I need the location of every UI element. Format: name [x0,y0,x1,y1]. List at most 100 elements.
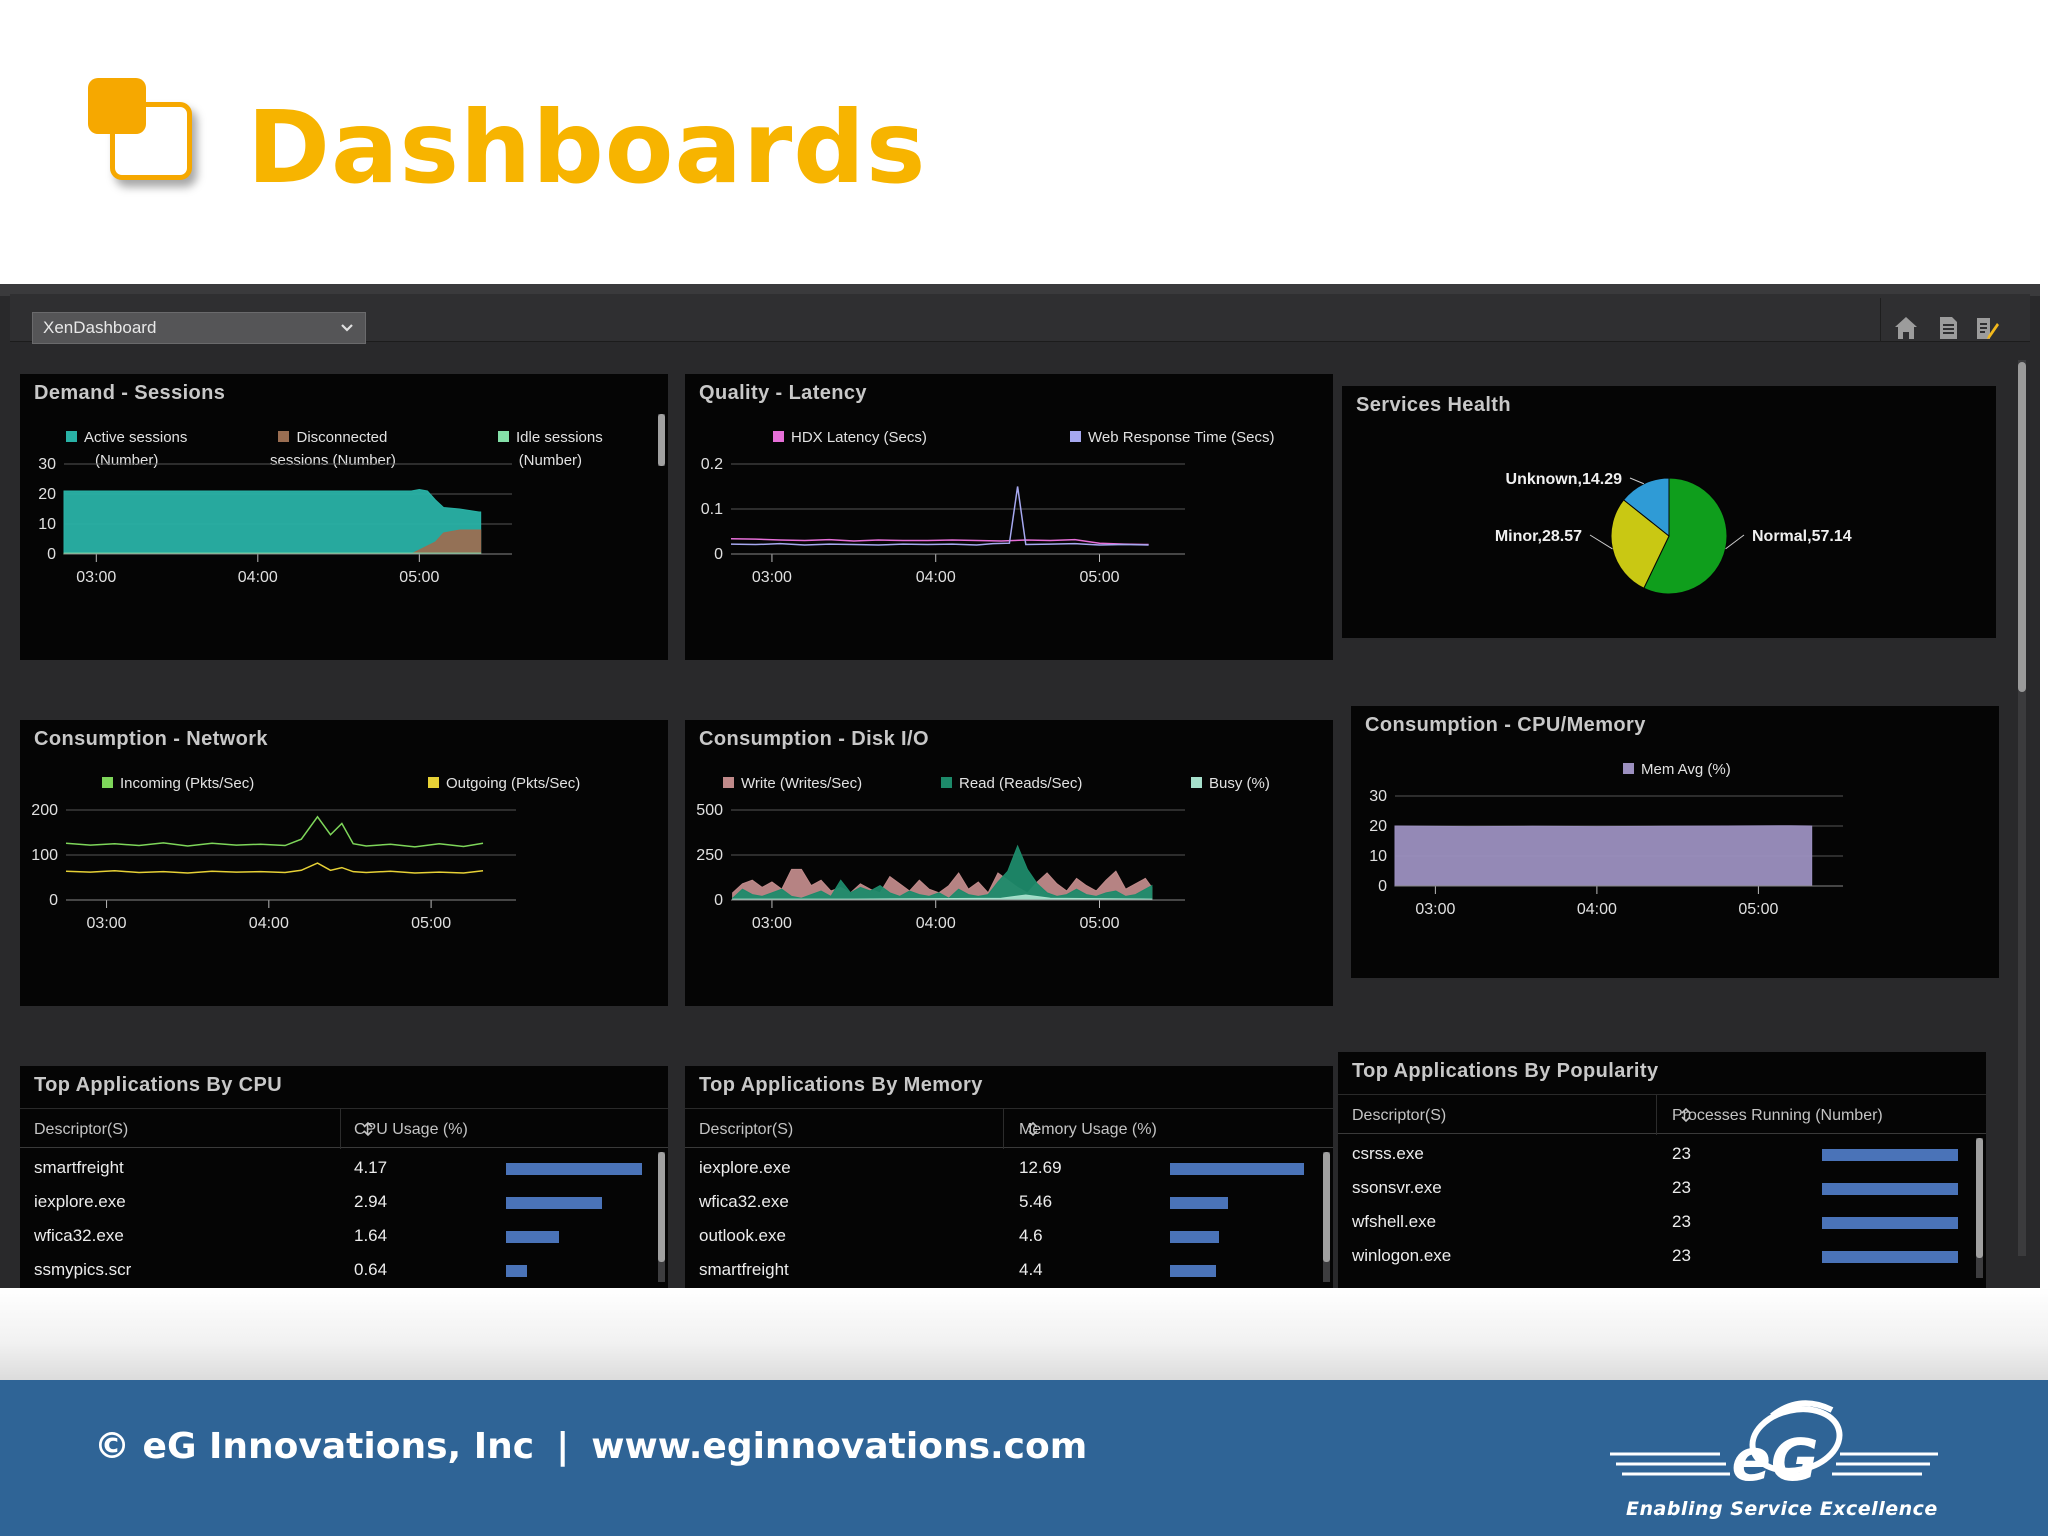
table-row[interactable]: outlook.exe 4.6 [685,1220,1333,1254]
dashboard-scrollbar[interactable] [2018,360,2026,1256]
pie-slice[interactable] [1622,477,1670,538]
usage-bar [1822,1149,1958,1161]
table-row[interactable]: csrss.exe 23 [1338,1138,1986,1172]
series-area [1394,825,1813,887]
legend-item[interactable]: Disconnected sessions (Number) [270,429,396,469]
table-row[interactable]: smartfreight 4.17 [20,1152,668,1186]
logo-tagline: Enabling Service Excellence [1626,1498,1938,1520]
table-row[interactable]: winlogon.exe 23 [1338,1240,1986,1274]
usage-bar [1822,1251,1958,1263]
eg-logo-mark: eG [1732,1426,1819,1494]
legend-swatch [941,777,952,788]
usage-bar [1822,1183,1958,1195]
series-line [730,486,1149,546]
panel-title: Services Health [1356,394,1511,416]
y-tick-label: 30 [38,456,56,473]
table-row[interactable]: iexplore.exe 12.69 [685,1152,1333,1186]
panel-services-health: Services Health Normal,57.14 Minor,28.57 U… [1342,386,1996,638]
column-header-descriptor[interactable]: Descriptor(S) [34,1121,129,1138]
legend-item[interactable]: Busy (%) [1191,772,1270,795]
pie-label-connector [1629,477,1645,485]
legend-item[interactable]: Read (Reads/Sec) [941,772,1082,795]
panel-consumption-network: Consumption - Network Incoming (Pkts/Sec… [20,720,668,1006]
series-line [730,537,1149,546]
y-tick-label: 30 [1369,788,1387,805]
document-icon[interactable] [1935,314,1961,342]
x-tick-label: 05:00 [1079,915,1119,932]
table-header: Descriptor(S) Memory Usage (%) [685,1108,1333,1149]
pie-slice[interactable] [1643,477,1728,595]
series-line [65,862,484,874]
footer-text: © eG Innovations, Inc | www.eginnovations.… [94,1426,1087,1467]
legend-item[interactable]: Mem Avg (%) [1623,758,1731,781]
legend-swatch [102,777,113,788]
legend-item[interactable]: Incoming (Pkts/Sec) [102,772,254,795]
table-row[interactable]: ssmypics.scr 0.64 [20,1254,668,1288]
table-row[interactable]: smartfreight 4.4 [685,1254,1333,1288]
y-tick-label: 100 [31,847,58,864]
legend-swatch [278,431,290,442]
y-tick-label: 20 [1369,818,1387,835]
usage-bar [1170,1197,1228,1209]
panel-top-apps-cpu: Top Applications By CPU Descriptor(S) CP… [20,1066,668,1288]
x-tick-label: 03:00 [752,915,792,932]
y-tick-label: 20 [38,486,56,503]
consumption-network-chart: 0 100 200 03:00 04:00 05:00 [31,802,516,932]
usage-bar [1822,1217,1958,1229]
legend-swatch [773,431,784,442]
column-header-memory-usage[interactable]: Memory Usage (%) [1019,1121,1157,1138]
usage-bar [1170,1163,1304,1175]
panel-title: Top Applications By Memory [699,1074,983,1096]
consumption-cpu-memory-chart: 0 10 20 30 03:00 04:00 05:00 [1369,788,1843,918]
table-row[interactable]: iexplore.exe 2.94 [20,1186,668,1220]
table-row[interactable]: wfica32.exe 5.46 [685,1186,1333,1220]
usage-bar [1170,1265,1217,1277]
home-icon[interactable] [1893,314,1919,342]
footer-url[interactable]: www.eginnovations.com [591,1426,1088,1467]
usage-bar [506,1231,560,1243]
table-row[interactable]: wfica32.exe 1.64 [20,1220,668,1254]
dashboard-select[interactable]: XenDashboard [32,312,366,344]
pie-slice-label: Unknown,14.29 [1506,471,1623,488]
panel-top-apps-popularity: Top Applications By Popularity Descripto… [1338,1052,1986,1288]
edit-report-icon[interactable] [1974,314,2000,342]
x-tick-label: 04:00 [1577,901,1617,918]
panel-title: Top Applications By Popularity [1352,1060,1659,1082]
legend-scrollbar[interactable] [658,414,665,466]
column-header-descriptor[interactable]: Descriptor(S) [1352,1107,1447,1124]
sort-icon[interactable] [1027,1121,1039,1137]
legend-item[interactable]: Active sessions (Number) [66,426,187,472]
table-scrollbar[interactable] [1976,1138,1983,1278]
sort-icon[interactable] [1680,1107,1692,1123]
x-tick-label: 05:00 [399,569,439,586]
column-header-processes-running[interactable]: Processes Running (Number) [1672,1107,1883,1124]
pie-slice-label: Normal,57.14 [1752,528,1852,545]
column-header-cpu-usage[interactable]: CPU Usage (%) [354,1121,468,1138]
x-tick-label: 05:00 [1079,569,1119,586]
panel-title: Demand - Sessions [34,382,226,404]
legend-item[interactable]: Outgoing (Pkts/Sec) [428,772,580,795]
legend-item[interactable]: Write (Writes/Sec) [723,772,862,795]
slide-footer: © eG Innovations, Inc | www.eginnovations.… [0,1380,2048,1536]
legend-item[interactable]: HDX Latency (Secs) [773,426,927,449]
column-header-descriptor[interactable]: Descriptor(S) [699,1121,794,1138]
table-header: Descriptor(S) Processes Running (Number) [1338,1094,1986,1135]
eg-innovations-logo: eG [1610,1400,1938,1494]
panel-quality-latency: Quality - Latency HDX Latency (Secs) Web… [685,374,1333,660]
panel-title: Consumption - Network [34,728,268,750]
y-tick-label: 0 [1378,878,1387,895]
pie-slice-label: Minor,28.57 [1495,528,1582,545]
table-scrollbar[interactable] [658,1152,665,1282]
y-tick-label: 200 [31,802,58,819]
pie-slice[interactable] [1610,499,1670,589]
table-row[interactable]: wfshell.exe 23 [1338,1206,1986,1240]
table-row[interactable]: ssonsvr.exe 23 [1338,1172,1986,1206]
panel-title: Quality - Latency [699,382,867,404]
table-scrollbar[interactable] [1323,1152,1330,1282]
sort-icon[interactable] [362,1121,374,1137]
panel-consumption-cpu-memory: Consumption - CPU/Memory Mem Avg (%) 0 10… [1351,706,1999,978]
legend-item[interactable]: Web Response Time (Secs) [1070,426,1274,449]
pie-label-connector [1725,534,1745,550]
footer-copyright: © eG Innovations, Inc [94,1426,535,1467]
legend-item[interactable]: Idle sessions (Number) [498,426,603,472]
